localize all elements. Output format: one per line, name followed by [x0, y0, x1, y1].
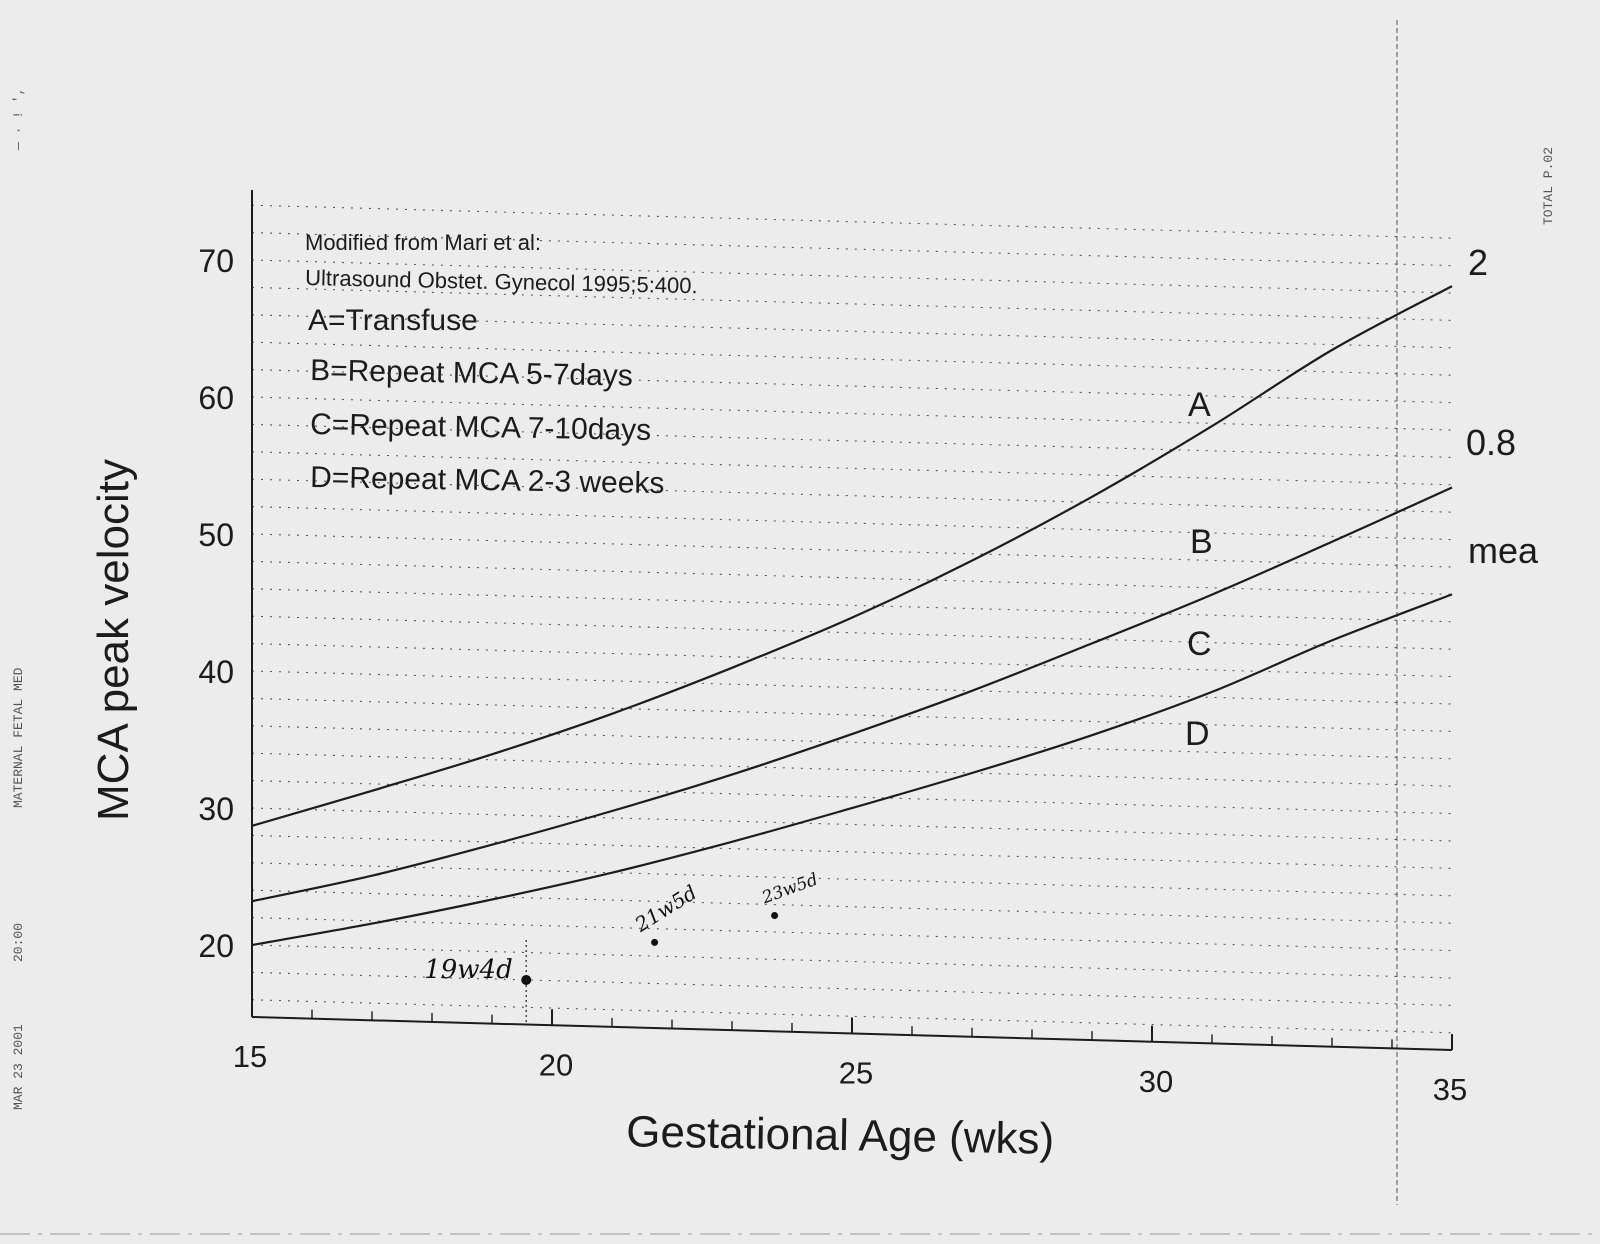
grid-line [251, 643, 1453, 678]
margin-top-fragment: — · ! ', [11, 88, 26, 151]
grid-line [251, 204, 1453, 239]
curves [251, 285, 1453, 947]
measurement-point [771, 912, 779, 920]
measurement-point [651, 938, 659, 946]
level-label-2: 2 [1468, 242, 1488, 283]
level-label-mean: mea [1468, 530, 1539, 571]
grid-line [251, 889, 1453, 924]
grid-line [251, 752, 1453, 787]
grid-line [251, 780, 1453, 815]
y-tick-label: 70 [198, 243, 234, 279]
grid-line [251, 451, 1453, 486]
grid-line [251, 697, 1453, 732]
y-tick-label: 20 [198, 928, 234, 964]
x-tick-label: 15 [233, 1039, 267, 1074]
note-a: A=Transfuse [308, 304, 478, 337]
grid-line [251, 971, 1453, 1006]
margin-date: MAR 23 2001 [11, 1024, 26, 1110]
margin-total-pages: TOTAL P.02 [1541, 147, 1556, 225]
grid-line [251, 369, 1453, 404]
y-tick-label: 40 [198, 654, 234, 690]
x-axis-title: Gestational Age (wks) [626, 1107, 1055, 1163]
zone-label-a: A [1188, 386, 1211, 424]
grid-line [251, 423, 1453, 458]
grid-line [251, 725, 1453, 760]
x-tick-label: 30 [1139, 1064, 1173, 1099]
grid-line [251, 533, 1453, 568]
grid-line [251, 286, 1453, 321]
grid-line [251, 506, 1453, 541]
curve-0-8 [251, 486, 1453, 903]
curve-mean [251, 593, 1453, 947]
grid-line [251, 341, 1453, 376]
curve-2 [251, 285, 1453, 827]
measurement-label: 21w5d [630, 880, 701, 937]
grid-line [251, 944, 1453, 979]
grid-line [251, 588, 1453, 623]
grid-line [251, 396, 1453, 431]
grid-line [251, 560, 1453, 595]
measurement-label: 19w4d [424, 955, 513, 985]
level-label-0-8: 0.8 [1466, 422, 1516, 463]
grid-line [251, 615, 1453, 650]
grid-line [251, 478, 1453, 513]
y-tick-labels: 20 30 40 50 60 70 [198, 243, 234, 964]
grid-line [251, 862, 1453, 897]
grid-line [251, 670, 1453, 705]
handwritten-annotations: 19w4d 21w5d 23w5d [424, 870, 821, 1025]
grid-line [251, 314, 1453, 349]
note-c: C=Repeat MCA 7-10days [310, 408, 652, 447]
grid-line [251, 917, 1453, 952]
note-citation-2: Ultrasound Obstet. Gynecol 1995;5:400. [305, 265, 698, 298]
note-d: D=Repeat MCA 2-3 weeks [310, 461, 665, 500]
x-minor-ticks [251, 1001, 1453, 1050]
y-tick-label: 50 [198, 517, 234, 553]
x-tick-label: 25 [839, 1056, 873, 1091]
x-tick-labels: 15 20 25 30 35 [233, 1039, 1467, 1107]
y-tick-label: 60 [198, 380, 234, 416]
grid-line [251, 259, 1453, 294]
zone-label-b: B [1190, 523, 1213, 561]
zone-label-c: C [1187, 625, 1212, 663]
margin-sender: MATERNAL FETAL MED [11, 667, 26, 808]
x-tick-label: 35 [1433, 1072, 1467, 1107]
grid-line [251, 232, 1453, 267]
grid-line [251, 807, 1453, 842]
measurement-label: 23w5d [759, 870, 821, 909]
y-tick-label: 30 [198, 791, 234, 827]
note-b: B=Repeat MCA 5-7days [310, 354, 633, 393]
zone-label-d: D [1185, 715, 1210, 753]
note-citation-1: Modified from Mari et al: [305, 230, 541, 255]
chart-grid [251, 204, 1453, 1034]
grid-line [251, 834, 1453, 869]
x-tick-label: 20 [539, 1047, 573, 1082]
y-axis-title: MCA peak velocity [89, 459, 138, 821]
margin-time: 20:00 [11, 923, 26, 962]
grid-line [251, 999, 1453, 1034]
